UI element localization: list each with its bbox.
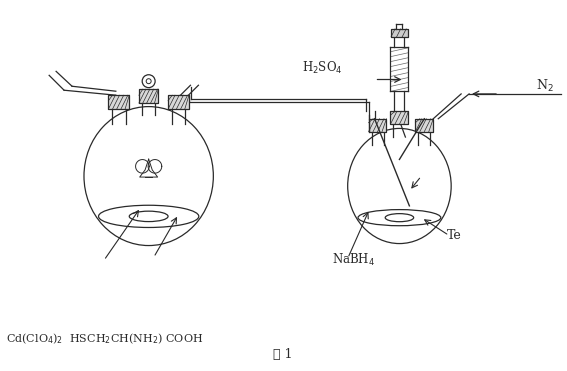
Bar (391, 29, 408, 37)
Bar (139, 89, 158, 103)
Text: Te: Te (447, 230, 462, 243)
Bar (369, 119, 387, 132)
Bar (108, 95, 129, 109)
Text: 图 1: 图 1 (273, 348, 293, 361)
Text: Cd(ClO$_4$)$_2$  HSCH$_2$CH(NH$_2$) COOH: Cd(ClO$_4$)$_2$ HSCH$_2$CH(NH$_2$) COOH (6, 331, 204, 346)
Text: N$_2$: N$_2$ (536, 78, 553, 94)
Text: H$_2$SO$_4$: H$_2$SO$_4$ (302, 60, 342, 76)
Bar (168, 95, 189, 109)
Bar (391, 111, 408, 124)
Bar (416, 119, 433, 132)
Text: NaBH$_4$: NaBH$_4$ (332, 252, 375, 267)
